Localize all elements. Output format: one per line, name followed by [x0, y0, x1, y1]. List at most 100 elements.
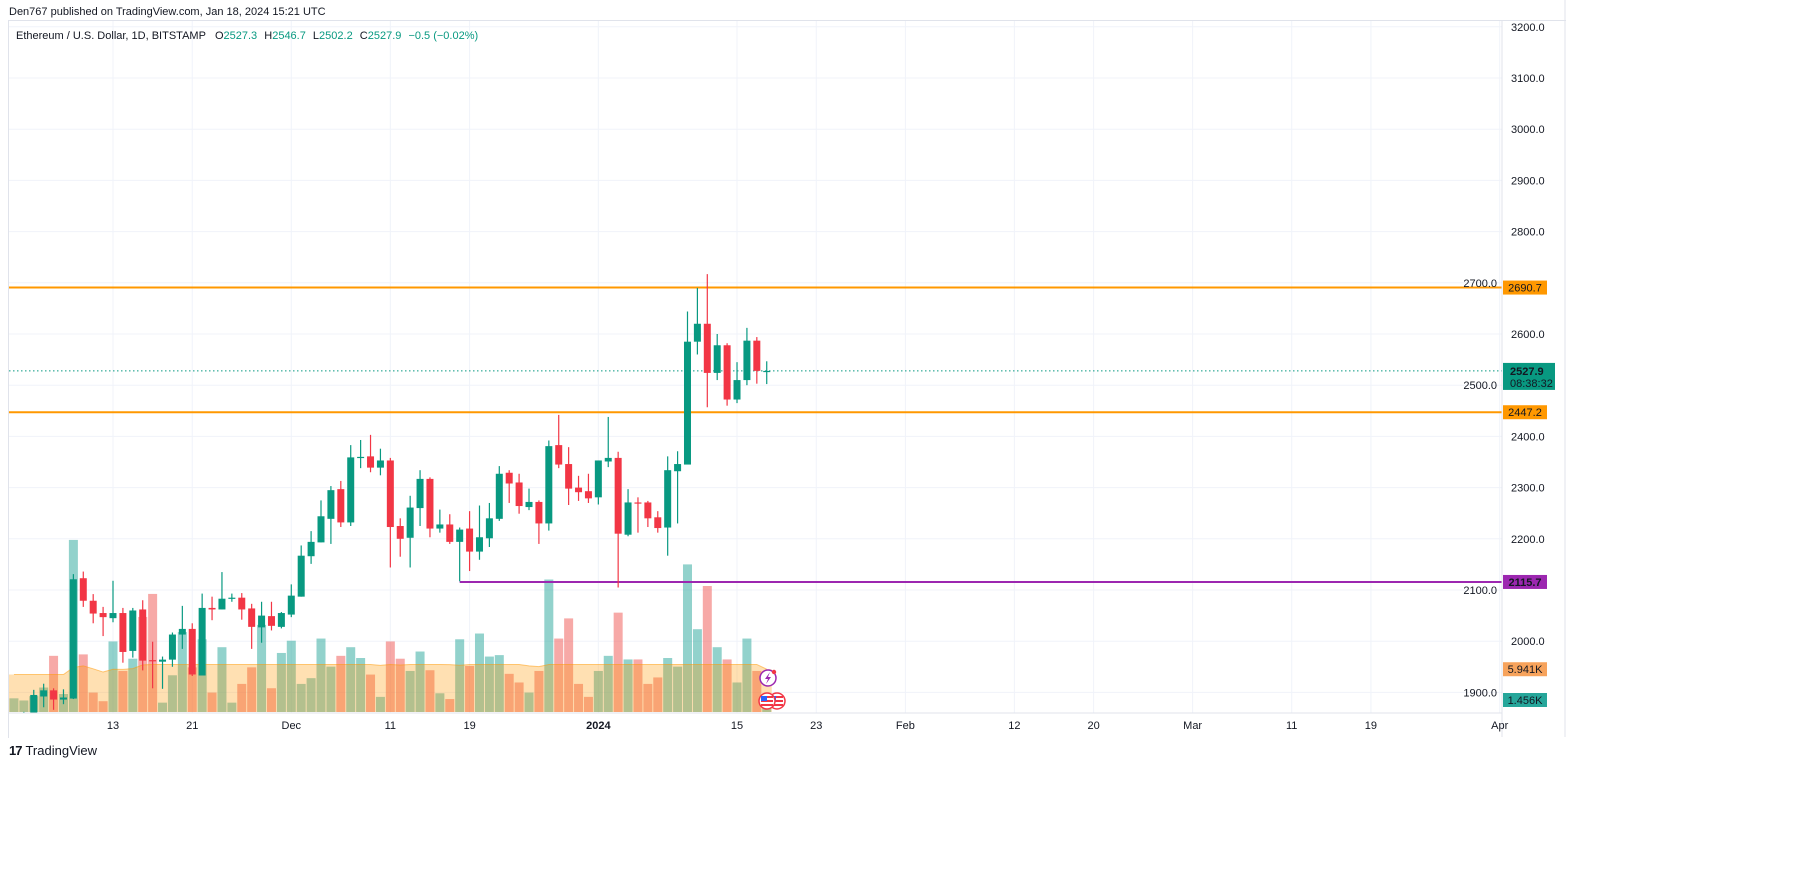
- volume-ma-area: [9, 664, 772, 712]
- volume-bar: [128, 658, 138, 712]
- candle: [436, 509, 444, 533]
- bar-countdown: 08:38:32: [1510, 378, 1553, 390]
- time-tick-label: 15: [731, 720, 743, 732]
- candle: [139, 600, 147, 671]
- volume-ma-line: [13, 663, 767, 676]
- candle: [485, 502, 493, 547]
- volume-bar: [722, 659, 732, 712]
- tradingview-logo[interactable]: 17 TradingView: [9, 743, 97, 758]
- candle-body: [624, 502, 632, 535]
- candle-body: [337, 489, 345, 523]
- price-tick-label: 2700.0: [1463, 278, 1497, 290]
- volume-bar: [504, 673, 514, 712]
- symbol-title[interactable]: Ethereum / U.S. Dollar, 1D, BITSTAMP: [16, 30, 206, 42]
- volume-bar: [484, 656, 494, 712]
- volume-bar: [385, 641, 395, 712]
- volume-bar: [158, 702, 168, 712]
- symbol-legend[interactable]: Ethereum / U.S. Dollar, 1D, BITSTAMP O25…: [16, 30, 482, 42]
- candle-body: [59, 697, 67, 700]
- close-label: C: [359, 30, 368, 42]
- candle: [40, 683, 48, 708]
- volume-bar: [217, 647, 227, 712]
- high-label: H: [264, 30, 273, 42]
- candle-body: [188, 628, 196, 675]
- volume-bar: [177, 632, 187, 712]
- candle-body: [565, 464, 573, 489]
- candle-body: [69, 579, 77, 699]
- candle: [149, 641, 157, 689]
- candle: [426, 477, 434, 538]
- volume-bar: [633, 659, 643, 712]
- candle-body: [317, 516, 325, 543]
- open-value: 2527.3: [223, 30, 258, 42]
- candle: [624, 489, 632, 537]
- candle: [258, 601, 266, 643]
- candle: [466, 511, 474, 572]
- volume-bar: [207, 692, 217, 712]
- price-tick-label: 3100.0: [1511, 73, 1545, 85]
- volume-bar: [257, 624, 267, 712]
- candle: [584, 473, 592, 503]
- candle-body: [723, 345, 731, 400]
- candle-body: [753, 340, 761, 371]
- candle-body: [475, 537, 483, 552]
- lightning-icon[interactable]: [759, 669, 777, 687]
- candle-body: [149, 660, 157, 662]
- candle-body: [505, 472, 513, 484]
- volume-bar: [247, 667, 257, 712]
- candle: [376, 448, 384, 476]
- candle-body: [743, 340, 751, 381]
- time-tick-label: 13: [107, 720, 119, 732]
- candle: [446, 514, 454, 544]
- candle: [743, 327, 751, 386]
- volume-ma-tag: [1503, 662, 1547, 677]
- volume-bar: [9, 698, 19, 712]
- candle: [505, 470, 513, 503]
- candle-body: [575, 487, 583, 493]
- volume-bar: [653, 677, 663, 712]
- candle: [159, 656, 167, 689]
- volume-bar: [425, 670, 435, 712]
- candle-body: [79, 578, 87, 601]
- candle: [575, 475, 583, 501]
- volume-bar: [286, 640, 296, 712]
- volume-bar: [108, 641, 118, 712]
- chart-frame[interactable]: [8, 20, 1566, 738]
- candle: [406, 495, 414, 568]
- volume-bar: [712, 647, 722, 712]
- candle-body: [446, 524, 454, 542]
- candle-body: [30, 694, 38, 713]
- candle: [535, 500, 543, 544]
- candle: [604, 416, 612, 468]
- candle-body: [258, 615, 266, 628]
- time-axis[interactable]: 13 21 Dec 11 19 2024 15 23 Feb 12 20 Mar 11 19 Apr: [107, 720, 1509, 732]
- candle: [456, 527, 464, 582]
- candle-body: [357, 456, 365, 459]
- time-tick-label: 19: [463, 720, 475, 732]
- price-tick-label: 3000.0: [1511, 124, 1545, 136]
- candle-body: [367, 456, 375, 468]
- horizontal-levels[interactable]: [9, 286, 1502, 583]
- price-tags: 2690.7 2447.2 2115.7 2527.908:38:32 5.941K 1.…: [1503, 280, 1555, 707]
- candle-body: [10, 727, 17, 743]
- candle: [99, 606, 107, 637]
- candle-body: [168, 634, 176, 660]
- candle: [525, 488, 533, 511]
- candle: [644, 500, 652, 528]
- us-flag-icon[interactable]: [758, 692, 776, 710]
- candle-body: [733, 380, 741, 400]
- candle: [634, 497, 642, 533]
- events[interactable]: [758, 669, 786, 710]
- level-price-tag: [1503, 280, 1547, 295]
- candle-body: [515, 482, 523, 507]
- volume-bar: [445, 699, 455, 712]
- time-tick-label: Apr: [1491, 720, 1508, 732]
- volume-bar: [663, 658, 673, 712]
- candle-body: [267, 616, 275, 626]
- volume-bar: [405, 670, 415, 712]
- candle-body: [386, 460, 394, 528]
- candle: [129, 607, 137, 658]
- time-tick-label: 12: [1008, 720, 1020, 732]
- price-axis[interactable]: 3200.0 3100.0 3000.0 2900.0 2800.0 2700.0 2600…: [1463, 22, 1544, 700]
